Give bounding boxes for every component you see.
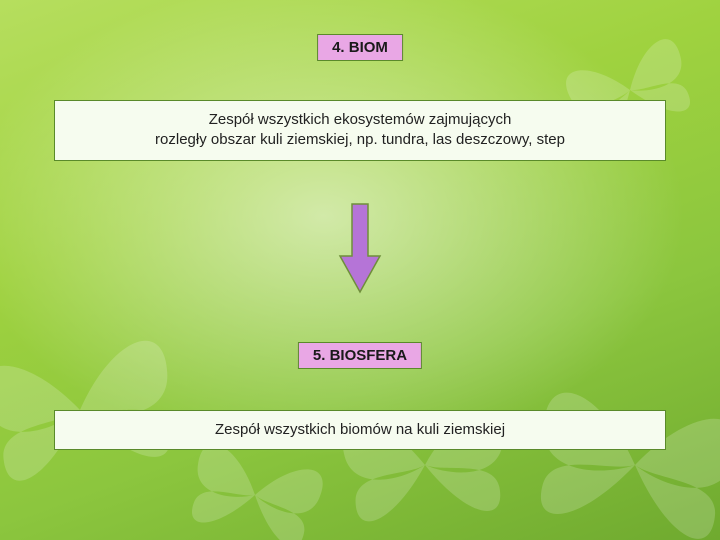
biosfera-title-box: 5. BIOSFERA [298,342,422,369]
biom-title-text: 4. BIOM [332,39,388,56]
biom-description-box: Zespół wszystkich ekosystemów zajmującyc… [54,100,666,161]
biosfera-title-text: 5. BIOSFERA [313,347,407,364]
biosfera-description-text: Zespół wszystkich biomów na kuli ziemski… [215,421,505,438]
biosfera-description-box: Zespół wszystkich biomów na kuli ziemski… [54,410,666,450]
down-arrow-icon [336,200,384,301]
slide-content: 4. BIOM Zespół wszystkich ekosystemów za… [0,0,720,540]
biom-title-box: 4. BIOM [317,34,403,61]
biom-description-text: Zespół wszystkich ekosystemów zajmującyc… [155,111,565,148]
